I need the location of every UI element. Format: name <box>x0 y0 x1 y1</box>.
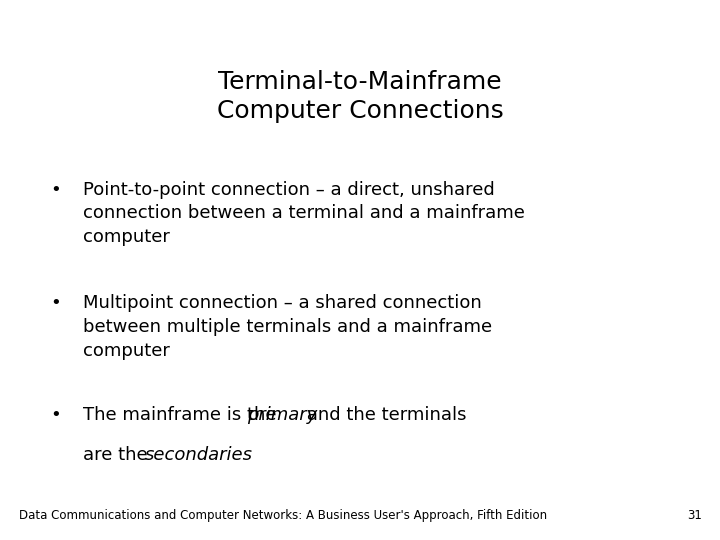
Text: Data Communications and Computer Networks: A Business User's Approach, Fifth Edi: Data Communications and Computer Network… <box>19 509 548 522</box>
Text: Point-to-point connection – a direct, unshared
connection between a terminal and: Point-to-point connection – a direct, un… <box>83 181 525 246</box>
Text: 31: 31 <box>687 509 702 522</box>
Text: primary: primary <box>246 406 317 424</box>
Text: secondaries: secondaries <box>145 446 253 463</box>
Text: •: • <box>50 406 61 424</box>
Text: Terminal-to-Mainframe
Computer Connections: Terminal-to-Mainframe Computer Connectio… <box>217 70 503 123</box>
Text: •: • <box>50 294 61 312</box>
Text: •: • <box>50 181 61 199</box>
Text: and the terminals: and the terminals <box>301 406 467 424</box>
Text: are the: are the <box>83 446 153 463</box>
Text: The mainframe is the: The mainframe is the <box>83 406 282 424</box>
Text: Multipoint connection – a shared connection
between multiple terminals and a mai: Multipoint connection – a shared connect… <box>83 294 492 360</box>
